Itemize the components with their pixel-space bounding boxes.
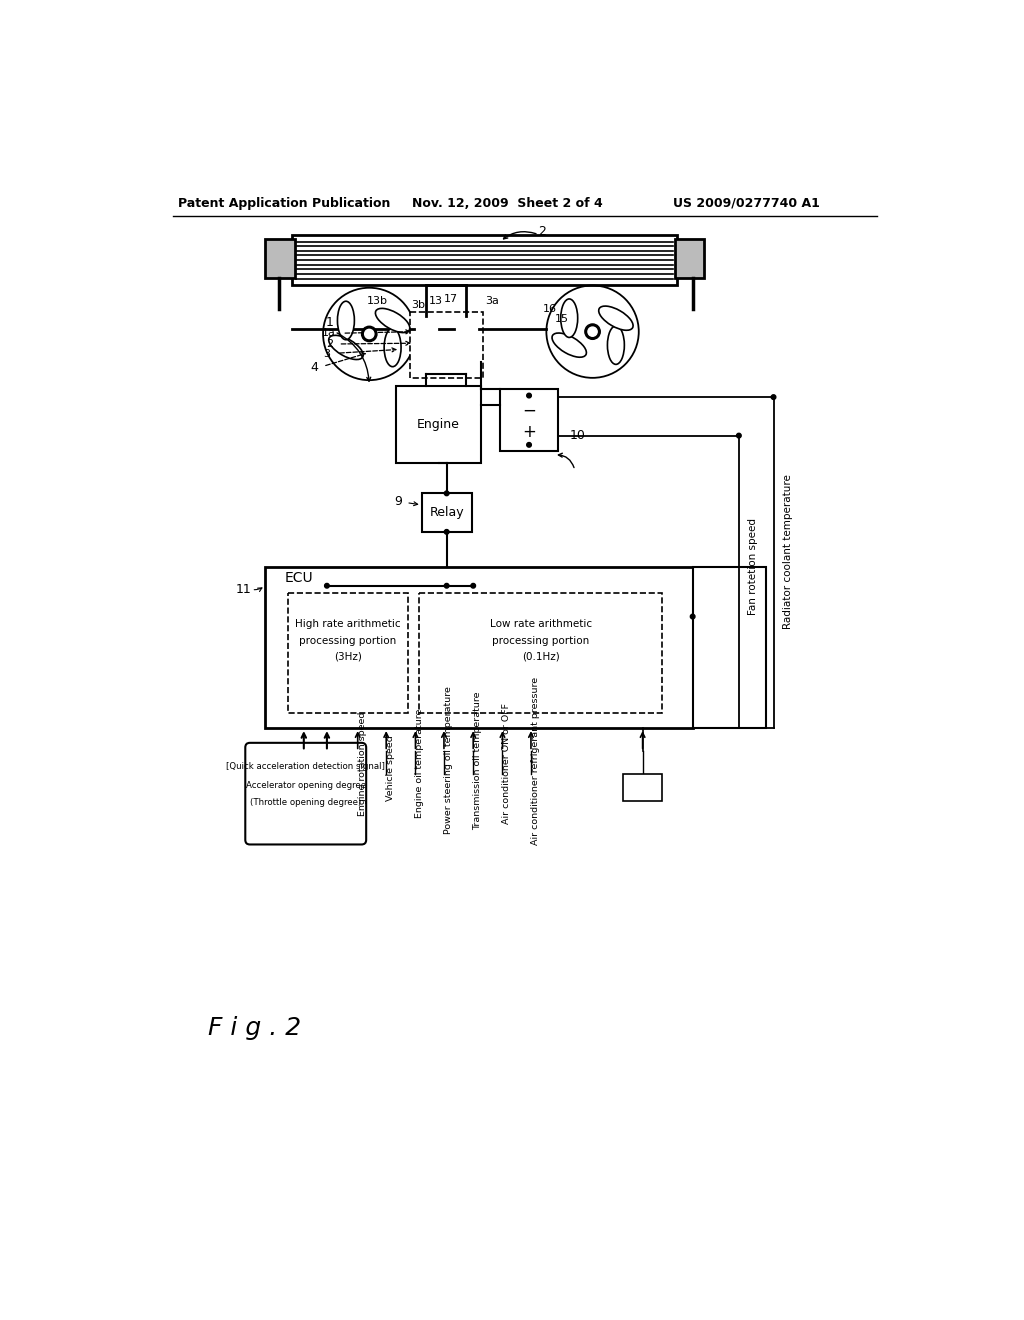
Text: Engine rotation speed: Engine rotation speed bbox=[357, 711, 367, 816]
Text: High rate arithmetic: High rate arithmetic bbox=[295, 619, 401, 630]
Text: 3: 3 bbox=[324, 348, 331, 359]
Text: (Throttle opening degree): (Throttle opening degree) bbox=[250, 799, 361, 808]
Circle shape bbox=[444, 491, 449, 495]
Text: Air conditioner refrigerant pressure: Air conditioner refrigerant pressure bbox=[531, 677, 540, 845]
Ellipse shape bbox=[384, 329, 401, 367]
Circle shape bbox=[444, 529, 449, 535]
Text: Vehicle speed: Vehicle speed bbox=[386, 735, 395, 801]
Bar bbox=[410, 313, 483, 378]
Circle shape bbox=[588, 327, 597, 337]
Ellipse shape bbox=[376, 309, 410, 333]
Circle shape bbox=[361, 326, 377, 342]
Bar bbox=[265, 239, 295, 277]
Bar bbox=[419, 594, 662, 713]
Text: 3a: 3a bbox=[485, 296, 500, 306]
Bar bbox=[414, 350, 438, 374]
Text: Power steering oil temperature: Power steering oil temperature bbox=[444, 686, 453, 834]
Text: processing portion: processing portion bbox=[492, 636, 589, 647]
Text: F i g . 2: F i g . 2 bbox=[208, 1016, 301, 1040]
Text: Relay: Relay bbox=[429, 506, 464, 519]
Bar bbox=[396, 385, 481, 462]
Circle shape bbox=[690, 614, 695, 619]
Ellipse shape bbox=[338, 301, 354, 339]
Ellipse shape bbox=[607, 326, 625, 364]
Text: 2: 2 bbox=[326, 339, 333, 348]
Text: Radiator coolant temperature: Radiator coolant temperature bbox=[782, 474, 793, 628]
Text: Patent Application Publication: Patent Application Publication bbox=[178, 197, 391, 210]
Circle shape bbox=[585, 323, 600, 339]
Text: 2: 2 bbox=[539, 224, 547, 238]
Bar bbox=[500, 389, 558, 451]
Bar bbox=[454, 317, 478, 341]
Text: −: − bbox=[522, 403, 536, 420]
Text: 13: 13 bbox=[428, 296, 442, 306]
Text: Fan rotetion speed: Fan rotetion speed bbox=[749, 517, 758, 615]
Text: 17: 17 bbox=[443, 294, 458, 305]
Bar bbox=[624, 775, 662, 801]
Text: ECU: ECU bbox=[285, 572, 313, 585]
Ellipse shape bbox=[552, 333, 587, 358]
Circle shape bbox=[325, 583, 330, 589]
Text: 4: 4 bbox=[310, 362, 317, 375]
Ellipse shape bbox=[599, 306, 633, 330]
Circle shape bbox=[526, 442, 531, 447]
Text: (0.1Hz): (0.1Hz) bbox=[521, 652, 559, 661]
Bar bbox=[265, 566, 692, 729]
Bar bbox=[292, 235, 677, 285]
Text: Air conditioner ON or OFF: Air conditioner ON or OFF bbox=[503, 704, 511, 824]
Text: 11: 11 bbox=[236, 583, 252, 597]
Circle shape bbox=[771, 395, 776, 400]
Text: 1a: 1a bbox=[323, 329, 336, 338]
Ellipse shape bbox=[329, 335, 364, 359]
Text: 9: 9 bbox=[394, 495, 402, 508]
Text: Accelerator opening degree: Accelerator opening degree bbox=[246, 781, 366, 791]
Circle shape bbox=[365, 330, 374, 339]
Bar bbox=[414, 317, 438, 341]
Text: 10: 10 bbox=[569, 429, 585, 442]
FancyBboxPatch shape bbox=[246, 743, 367, 845]
Bar bbox=[692, 566, 766, 729]
Text: +: + bbox=[522, 422, 536, 441]
Text: Low rate arithmetic: Low rate arithmetic bbox=[489, 619, 592, 630]
Text: 13b: 13b bbox=[367, 296, 387, 306]
Text: 3b: 3b bbox=[412, 300, 426, 310]
Text: 1: 1 bbox=[326, 315, 333, 329]
Bar bbox=[675, 239, 705, 277]
Circle shape bbox=[526, 393, 531, 397]
Ellipse shape bbox=[561, 298, 578, 338]
Text: [Quick acceleration detection signal]: [Quick acceleration detection signal] bbox=[226, 762, 385, 771]
Text: Nov. 12, 2009  Sheet 2 of 4: Nov. 12, 2009 Sheet 2 of 4 bbox=[413, 197, 603, 210]
Circle shape bbox=[736, 433, 741, 438]
Text: Engine: Engine bbox=[417, 417, 460, 430]
Text: 16: 16 bbox=[543, 304, 557, 314]
Text: Transmission oil temperature: Transmission oil temperature bbox=[473, 692, 482, 830]
Circle shape bbox=[471, 583, 475, 589]
Text: processing portion: processing portion bbox=[299, 636, 396, 647]
Bar bbox=[422, 494, 472, 532]
Text: US 2009/0277740 A1: US 2009/0277740 A1 bbox=[673, 197, 820, 210]
Bar bbox=[454, 350, 478, 374]
Text: Engine oil temperature: Engine oil temperature bbox=[416, 709, 425, 818]
Text: (3Hz): (3Hz) bbox=[334, 652, 362, 661]
Bar bbox=[289, 594, 408, 713]
Text: 15: 15 bbox=[555, 314, 568, 323]
Circle shape bbox=[444, 583, 449, 589]
